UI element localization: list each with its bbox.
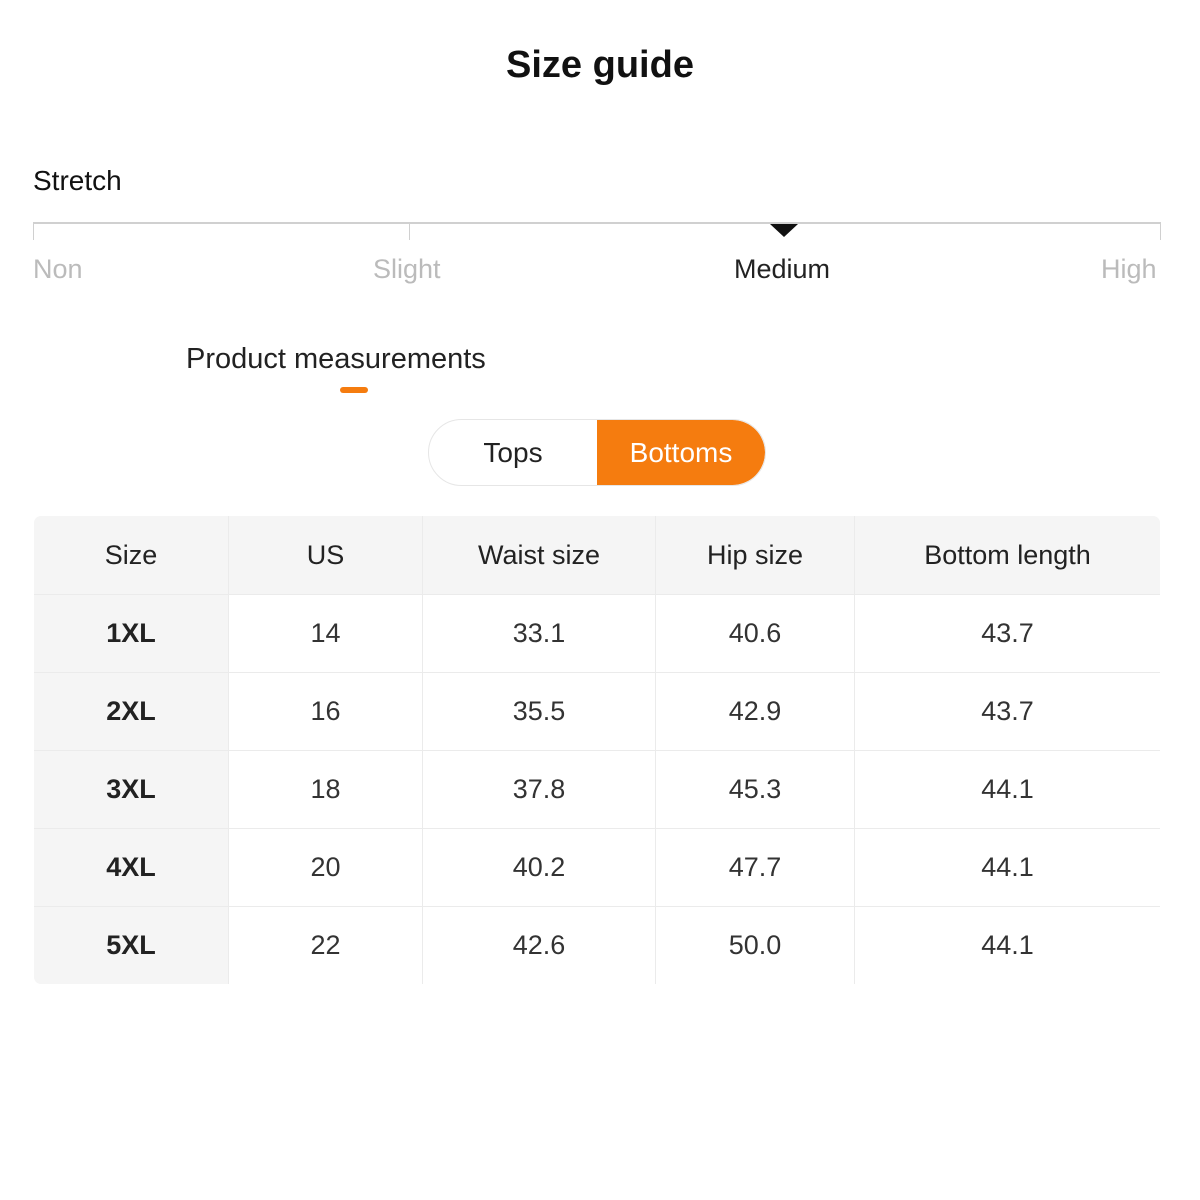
- cell-waist: 37.8: [422, 750, 656, 829]
- header-bottom-length: Bottom length: [854, 516, 1160, 595]
- cell-waist: 40.2: [422, 828, 656, 907]
- active-tab-indicator: [340, 387, 368, 393]
- stretch-level-high: High: [1101, 254, 1157, 284]
- stretch-label: Stretch: [33, 165, 122, 196]
- cell-bottom-length: 44.1: [854, 750, 1160, 829]
- stretch-marker-icon: [770, 224, 798, 237]
- cell-size: 2XL: [34, 672, 229, 751]
- table-row: 2XL 16 35.5 42.9 43.7: [34, 672, 1160, 751]
- size-table: Size US Waist size Hip size Bottom lengt…: [33, 515, 1161, 985]
- cell-us: 16: [228, 672, 423, 751]
- cell-us: 18: [228, 750, 423, 829]
- category-toggle: Tops Bottoms: [428, 419, 766, 486]
- table-header-row: Size US Waist size Hip size Bottom lengt…: [34, 516, 1160, 595]
- cell-hip: 45.3: [655, 750, 855, 829]
- cell-us: 22: [228, 906, 423, 984]
- stretch-scale-track: [33, 222, 1161, 224]
- scale-tick: [409, 222, 410, 240]
- cell-hip: 42.9: [655, 672, 855, 751]
- cell-waist: 42.6: [422, 906, 656, 984]
- table-row: 4XL 20 40.2 47.7 44.1: [34, 828, 1160, 907]
- cell-hip: 40.6: [655, 594, 855, 673]
- stretch-level-non: Non: [33, 254, 83, 284]
- scale-tick: [33, 222, 34, 240]
- stretch-level-slight: Slight: [373, 254, 441, 284]
- cell-size: 5XL: [34, 906, 229, 984]
- tops-button[interactable]: Tops: [483, 436, 543, 468]
- cell-us: 14: [228, 594, 423, 673]
- cell-bottom-length: 44.1: [854, 906, 1160, 984]
- cell-bottom-length: 44.1: [854, 828, 1160, 907]
- table-row: 3XL 18 37.8 45.3 44.1: [34, 750, 1160, 829]
- cell-size: 3XL: [34, 750, 229, 829]
- table-row: 1XL 14 33.1 40.6 43.7: [34, 594, 1160, 673]
- cell-hip: 47.7: [655, 828, 855, 907]
- cell-waist: 35.5: [422, 672, 656, 751]
- cell-bottom-length: 43.7: [854, 672, 1160, 751]
- page-title: Size guide: [506, 44, 694, 86]
- header-waist: Waist size: [422, 516, 656, 595]
- cell-us: 20: [228, 828, 423, 907]
- header-size: Size: [34, 516, 229, 595]
- cell-waist: 33.1: [422, 594, 656, 673]
- bottoms-button[interactable]: Bottoms: [597, 420, 765, 485]
- cell-size: 1XL: [34, 594, 229, 673]
- table-row: 5XL 22 42.6 50.0 44.1: [34, 906, 1160, 984]
- header-us: US: [228, 516, 423, 595]
- scale-tick: [1160, 222, 1161, 240]
- stretch-level-medium: Medium: [734, 254, 831, 284]
- cell-size: 4XL: [34, 828, 229, 907]
- cell-bottom-length: 43.7: [854, 594, 1160, 673]
- cell-hip: 50.0: [655, 906, 855, 984]
- tab-product-measurements[interactable]: Product measurements: [186, 343, 486, 375]
- header-hip: Hip size: [655, 516, 855, 595]
